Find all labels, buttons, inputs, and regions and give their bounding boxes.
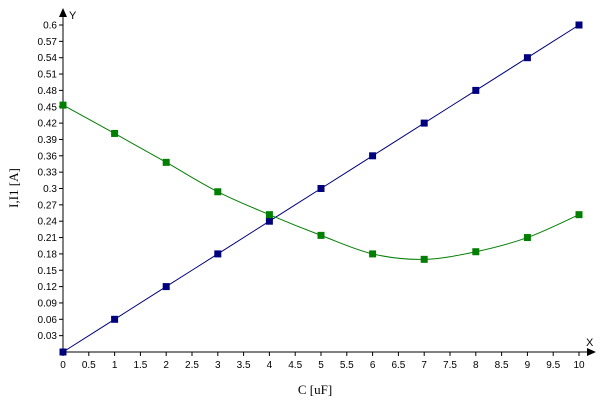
- series-1-point: [162, 283, 170, 291]
- x-tick-label: 3.5: [237, 360, 251, 371]
- series-1-point: [59, 348, 67, 356]
- y-tick-label: 0.15: [38, 266, 58, 277]
- y-tick-label: 0.09: [38, 298, 58, 309]
- y-tick-label: 0.48: [38, 86, 58, 97]
- y-ticks: 0.03 0.06 0.09 0.12 0.15 0.18 0.21 0.24 0.27 0.3 0…: [38, 21, 63, 342]
- x-ticks: 0 0.5 1 1.5 2 2.5 3 3.5 4 4.5 5 5.5 6 6.5 7 7.5 8 8.5 9 9.5…: [60, 352, 585, 371]
- x-tick-label: 8.5: [495, 360, 509, 371]
- series-2-point: [472, 248, 480, 256]
- y-tick-label: 0.51: [38, 70, 58, 81]
- x-tick-label: 2: [163, 360, 169, 371]
- x-tick-label: 6.5: [391, 360, 405, 371]
- series-2-point: [214, 188, 222, 196]
- series-2-point: [59, 101, 67, 109]
- y-axis-arrow: [59, 8, 67, 17]
- x-tick-label: 0: [60, 360, 66, 371]
- x-tick-label: 3: [215, 360, 221, 371]
- series-2-point: [369, 250, 377, 258]
- x-tick-label: 7.5: [443, 360, 457, 371]
- y-axis-title: I,I1 [A]: [6, 168, 21, 208]
- y-tick-label: 0.39: [38, 135, 58, 146]
- series-2-point: [111, 129, 119, 137]
- series-2-point: [523, 234, 531, 242]
- x-tick-label: 9.5: [546, 360, 560, 371]
- series-1-point: [265, 217, 273, 225]
- series-2-point: [162, 158, 170, 166]
- series-2-point: [265, 211, 273, 219]
- x-tick-label: 4.5: [288, 360, 302, 371]
- x-tick-label: 1: [112, 360, 118, 371]
- y-tick-label: 0.3: [43, 184, 57, 195]
- y-tick-label: 0.45: [38, 102, 58, 113]
- series-1-point: [472, 86, 480, 94]
- series-2-point: [420, 255, 428, 263]
- series-1-point: [420, 119, 428, 127]
- y-tick-label: 0.33: [38, 168, 58, 179]
- y-tick-label: 0.42: [38, 119, 58, 130]
- series-1-point: [575, 21, 583, 29]
- series-1-point: [523, 54, 531, 62]
- x-axis-arrow: [587, 348, 596, 356]
- y-tick-label: 0.18: [38, 249, 58, 260]
- y-axis-letter: Y: [69, 10, 77, 22]
- series-2-point: [317, 231, 325, 239]
- y-tick-label: 0.24: [38, 217, 58, 228]
- y-tick-label: 0.27: [38, 200, 58, 211]
- series-1-point: [111, 315, 119, 323]
- y-tick-label: 0.54: [38, 53, 58, 64]
- x-tick-label: 4: [267, 360, 273, 371]
- x-tick-label: 9: [525, 360, 531, 371]
- y-tick-label: 0.57: [38, 37, 58, 48]
- x-tick-label: 10: [573, 360, 585, 371]
- x-tick-label: 5.5: [340, 360, 354, 371]
- series-2-point: [575, 211, 583, 219]
- y-tick-label: 0.12: [38, 282, 58, 293]
- x-tick-label: 2.5: [185, 360, 199, 371]
- axes: [59, 8, 596, 356]
- y-tick-label: 0.36: [38, 151, 58, 162]
- y-tick-label: 0.6: [43, 21, 57, 32]
- series-1-point: [317, 185, 325, 192]
- y-tick-label: 0.03: [38, 331, 58, 342]
- y-tick-label: 0.21: [38, 233, 58, 244]
- series-1-point: [369, 152, 377, 160]
- x-tick-label: 5: [318, 360, 324, 371]
- x-tick-label: 0.5: [82, 360, 96, 371]
- series-layer: [59, 21, 583, 356]
- x-tick-label: 6: [370, 360, 376, 371]
- x-axis-letter: X: [586, 337, 594, 349]
- x-axis-title: C [uF]: [298, 382, 332, 397]
- x-tick-label: 1.5: [133, 360, 147, 371]
- y-tick-label: 0.06: [38, 315, 58, 326]
- series-1-point: [214, 250, 222, 258]
- x-tick-label: 8: [473, 360, 479, 371]
- x-tick-label: 7: [421, 360, 427, 371]
